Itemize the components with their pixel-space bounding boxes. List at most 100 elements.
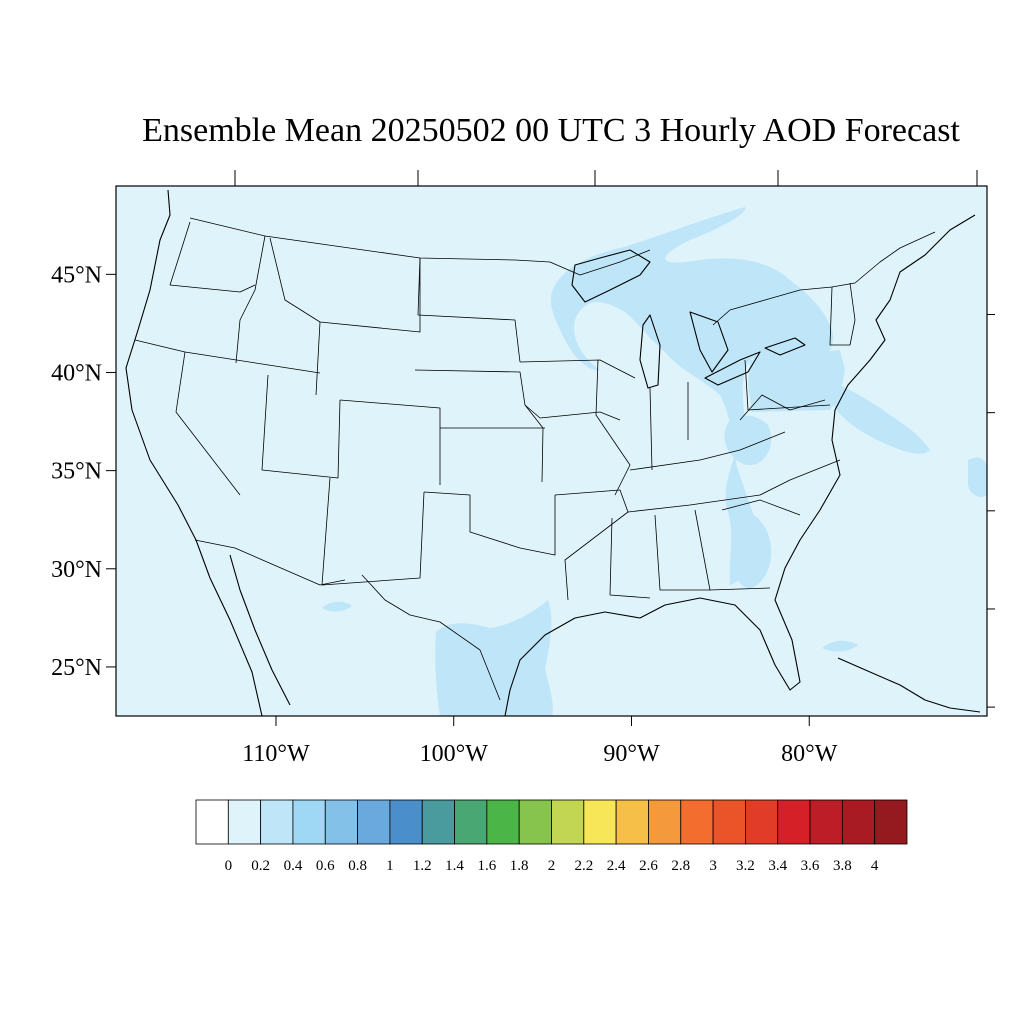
nevada-california	[175, 351, 241, 496]
state-boundaries	[134, 217, 936, 701]
wyoming-west	[315, 321, 321, 396]
colorbar-label: 0.6	[316, 858, 335, 874]
colorbar-label: 0.8	[348, 858, 367, 874]
map-frame	[115, 185, 988, 717]
colorbar-swatch	[454, 799, 488, 845]
lake-superior	[571, 249, 651, 303]
colorbar-swatch	[227, 799, 262, 845]
colorbar-swatch	[357, 799, 391, 845]
map-panel: 45°N 40°N 35°N 30°N 25°N 110°W 100°W 90°W 80°W	[51, 170, 995, 767]
colorbar-swatch	[648, 799, 682, 845]
kentucky-tennessee	[629, 431, 786, 471]
georgia	[694, 509, 771, 591]
colorbar-swatch	[518, 799, 552, 845]
colorbar-swatch	[745, 799, 779, 845]
alabama	[654, 514, 710, 591]
colorbar-swatch	[874, 799, 908, 845]
figure-title: Ensemble Mean 20250502 00 UTC 3 Hourly A…	[142, 112, 960, 149]
lake-ontario	[764, 337, 806, 356]
illinois-indiana	[649, 387, 653, 471]
aod-region-south-texas	[435, 600, 553, 716]
colorbar-label: 2.4	[607, 858, 626, 874]
colorbar-swatch	[712, 799, 746, 845]
colorbar-swatch	[809, 799, 843, 845]
colorbar-swatch	[486, 799, 520, 845]
colorbar-label: 1.8	[510, 858, 529, 874]
colorbar-label: 0.2	[251, 858, 270, 874]
colorbar-swatch	[389, 799, 423, 845]
aod-region-mid-atlantic-offshore	[828, 380, 930, 454]
latitude-axis: 45°N 40°N 35°N 30°N 25°N	[51, 262, 995, 708]
colorbar-label: 2.2	[574, 858, 593, 874]
map-background	[116, 186, 987, 716]
aod-region-cuba	[822, 640, 858, 652]
lat-tick-label: 40°N	[51, 360, 102, 386]
atlantic-gulf-coastline	[504, 214, 976, 716]
colorbar-label: 3.2	[736, 858, 755, 874]
aod-region-carolinas	[724, 415, 772, 466]
colorbar-label: 1.2	[413, 858, 432, 874]
idaho-west	[235, 235, 266, 364]
colorbar: 0 0.2 0.4 0.6 0.8 1 1.2 1.4 1.6 1.8 2 2.2 2.4 2.6 2.8 3…	[195, 799, 908, 874]
new-england	[829, 282, 856, 346]
lon-tick-label: 90°W	[603, 741, 660, 767]
illinois-missouri	[595, 359, 631, 496]
coastlines	[125, 189, 981, 716]
colorbar-label: 2.8	[671, 858, 690, 874]
colorbar-swatch	[551, 799, 585, 845]
colorbar-label: 3.4	[768, 858, 787, 874]
gulf-of-california-coast	[229, 554, 291, 706]
colorbar-swatch	[292, 799, 326, 845]
colorbar-label: 2	[548, 858, 556, 874]
colorbar-label: 2.6	[639, 858, 658, 874]
dakotas	[417, 257, 521, 363]
colorbar-label: 3.8	[833, 858, 852, 874]
longitude-axis: 110°W 100°W 90°W 80°W	[234, 170, 978, 767]
colorbar-swatch	[260, 799, 294, 845]
lat-tick-label: 30°N	[51, 557, 102, 583]
lake-erie	[704, 351, 761, 386]
colorbar-swatch	[195, 799, 229, 845]
iowa-north	[519, 359, 636, 379]
us-mexico-border-west	[194, 539, 346, 586]
aod-region-ontario	[759, 311, 829, 352]
colorbar-label: 1.6	[477, 858, 496, 874]
aod-region-pennsylvania	[748, 350, 845, 412]
colorbar-label: 0	[225, 858, 233, 874]
us-canada-border-superior	[549, 249, 651, 276]
colorbar-label: 0.4	[284, 858, 303, 874]
lat-tick-label: 35°N	[51, 459, 102, 485]
colorbar-swatch	[777, 799, 811, 845]
colorbar-label: 3.6	[801, 858, 820, 874]
lake-huron	[689, 311, 729, 373]
colorbar-swatch	[841, 799, 876, 845]
washington-oregon-line	[169, 221, 256, 293]
colorbar-label: 3	[709, 858, 717, 874]
carolinas	[721, 499, 801, 516]
mississippi	[609, 517, 651, 599]
oklahoma	[423, 491, 556, 556]
rio-grande	[361, 574, 501, 701]
new-mexico	[321, 477, 425, 586]
colorbar-label: 4	[871, 858, 879, 874]
colorbar-swatch	[615, 799, 649, 845]
aod-region-upper-great-lakes	[550, 207, 834, 585]
cuba-outline	[837, 657, 981, 713]
colorbar-swatch	[583, 799, 617, 845]
colorbar-swatch	[324, 799, 358, 845]
colorbar-swatch	[680, 799, 714, 845]
lat-tick-label: 45°N	[51, 262, 102, 288]
colorbar-swatch	[421, 799, 455, 845]
lon-tick-label: 100°W	[420, 741, 489, 767]
aod-region-georgia	[734, 511, 772, 589]
tennessee-south	[627, 459, 841, 513]
pacific-coastline	[125, 189, 263, 716]
aod-region-atlantic-east	[968, 457, 987, 497]
aod-region-small-gulf	[322, 601, 352, 612]
lon-tick-label: 110°W	[242, 741, 310, 767]
colorbar-label: 1	[386, 858, 394, 874]
aod-shading	[322, 207, 987, 716]
colorbar-label: 1.4	[445, 858, 464, 874]
colorado	[339, 399, 441, 485]
